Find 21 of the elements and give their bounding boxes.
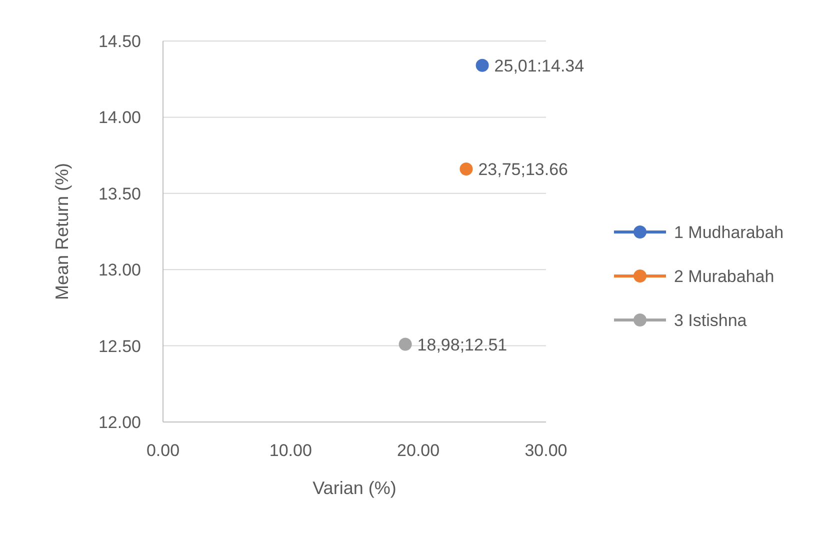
x-tick-label: 30.00 [524, 441, 568, 460]
y-tick-label: 12.50 [98, 336, 141, 356]
x-tick-label: 0.00 [146, 441, 180, 460]
x-tick-label: 20.00 [397, 441, 440, 460]
data-label: 25,01:14.34 [494, 56, 584, 76]
x-axis-title: Varian (%) [312, 478, 396, 498]
y-axis-title: Mean Return (%) [52, 162, 72, 300]
y-tick-label: 14.00 [98, 108, 141, 128]
y-tick-label: 13.50 [98, 184, 141, 204]
legend-label: 2 Murabahah [674, 267, 774, 286]
y-tick-label: 12.00 [98, 413, 141, 432]
point [476, 58, 489, 72]
point [460, 162, 473, 176]
data-label: 23,75;13.66 [478, 160, 568, 180]
legend-label: 1 Mudharabah [674, 223, 784, 242]
x-tick-label: 10.00 [269, 441, 312, 460]
y-tick-label: 14.50 [98, 32, 141, 51]
legend-label: 3 Istishna [674, 311, 748, 330]
y-tick-label: 13.00 [98, 260, 141, 280]
data-label: 18,98;12.51 [417, 335, 508, 354]
point [398, 338, 412, 351]
